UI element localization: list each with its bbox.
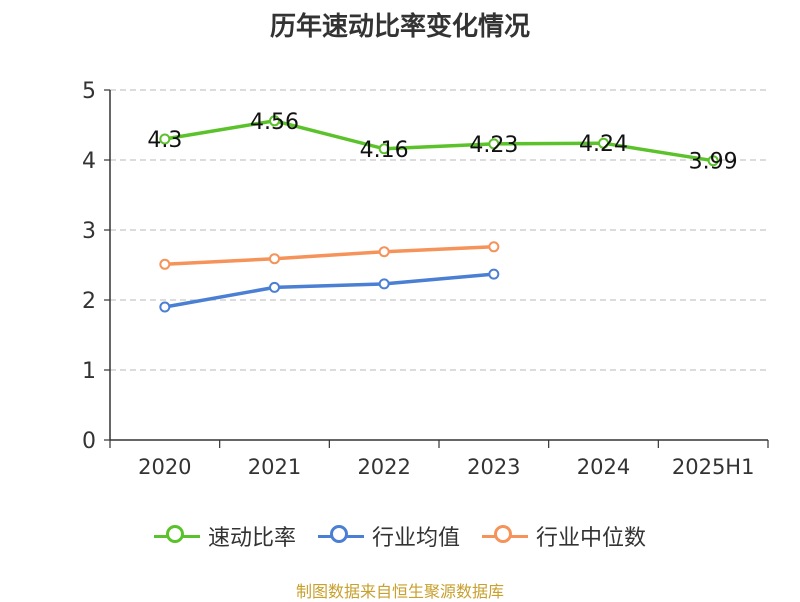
data-point[interactable] (159, 258, 171, 270)
data-point[interactable] (378, 246, 390, 258)
x-tick-label: 2021 (248, 455, 301, 479)
legend-swatch-icon (317, 524, 364, 548)
x-tick-label: 2023 (467, 455, 520, 479)
x-tick-label: 2025H1 (672, 455, 755, 479)
data-label: 4.24 (579, 132, 628, 157)
y-tick-label: 5 (82, 79, 96, 104)
data-point[interactable] (269, 281, 280, 293)
chart-title: 历年速动比率变化情况 (269, 12, 530, 42)
data-point[interactable] (378, 143, 390, 155)
data-label: 3.99 (689, 150, 738, 175)
data-point[interactable] (488, 241, 500, 253)
data-point[interactable] (269, 115, 280, 127)
y-tick-label: 1 (82, 359, 96, 384)
legend-label: 速动比率 (207, 526, 296, 551)
axes: 0 1 2 3 4 5 2020 2021 2022 2023 2024 2025H1 (82, 79, 769, 479)
data-label: 4.56 (250, 110, 299, 135)
data-point[interactable] (488, 138, 500, 150)
legend-label: 行业均值 (371, 526, 460, 551)
data-point[interactable] (707, 155, 719, 167)
series-layer (159, 115, 719, 313)
y-tick-label: 0 (82, 429, 96, 454)
data-labels: 4.3 4.56 4.16 4.23 4.24 3.99 (147, 110, 737, 175)
y-tick-label: 4 (82, 149, 96, 174)
legend: 速动比率 行业均值 行业中位数 (0, 520, 800, 552)
legend-item-industry-median[interactable]: 行业中位数 (482, 520, 646, 552)
data-point[interactable] (269, 253, 280, 265)
y-tick-label: 3 (82, 219, 96, 244)
legend-swatch-icon (482, 524, 528, 548)
legend-swatch-icon (153, 524, 200, 548)
legend-label: 行业中位数 (536, 526, 647, 551)
data-point[interactable] (598, 137, 609, 149)
series-line (164, 272, 494, 309)
series-line (164, 119, 714, 163)
data-point[interactable] (488, 268, 500, 280)
legend-item-quick-ratio[interactable]: 速动比率 (153, 520, 296, 552)
data-point[interactable] (378, 278, 390, 290)
y-tick-label: 2 (82, 289, 96, 314)
data-point[interactable] (159, 301, 171, 313)
x-tick-label: 2022 (357, 455, 410, 479)
x-tick-label: 2024 (577, 455, 630, 479)
legend-item-industry-mean[interactable]: 行业均值 (317, 520, 460, 552)
x-tick-label: 2020 (138, 455, 191, 479)
data-label: 4.23 (469, 133, 518, 158)
data-label: 4.3 (147, 128, 182, 153)
series-line (164, 245, 494, 267)
source-note: 制图数据来自恒生聚源数据库 (295, 582, 504, 601)
data-label: 4.16 (360, 138, 409, 163)
data-point[interactable] (159, 133, 171, 145)
